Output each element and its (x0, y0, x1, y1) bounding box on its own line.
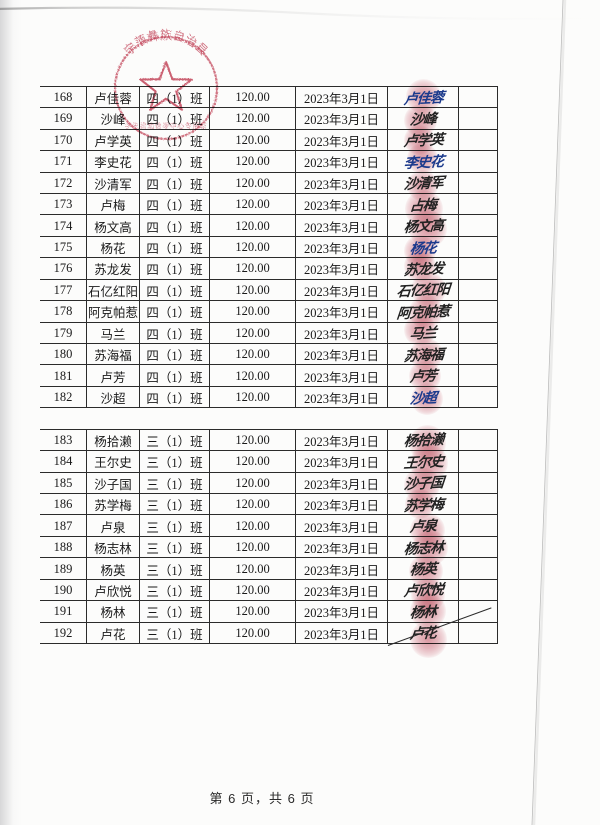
svg-text:学生资助管理中心专用章: 学生资助管理中心专用章 (125, 121, 208, 130)
